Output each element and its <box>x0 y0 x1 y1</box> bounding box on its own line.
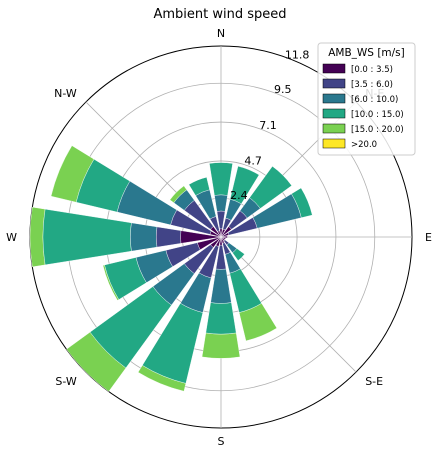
legend-swatch <box>322 108 346 119</box>
legend-entry-label: [15.0 : 20.0) <box>351 125 404 135</box>
legend-entry-label: >20.0 <box>351 140 377 150</box>
bar-s-bin-0 <box>219 236 223 246</box>
radial-tick-label: 7.1 <box>259 119 277 132</box>
radial-tick-label: 9.5 <box>274 83 292 96</box>
bar-n-bin-0 <box>219 228 223 238</box>
bar-sw-bin-0 <box>210 236 222 248</box>
radial-tick-label: 2.4 <box>230 189 248 202</box>
legend-entry-label: [0.0 : 3.5) <box>351 65 393 75</box>
bar-w-bin-1 <box>156 226 182 248</box>
legend-swatch <box>322 123 346 134</box>
legend-swatch <box>322 138 346 149</box>
bar-w-bin-2 <box>130 222 158 252</box>
radial-tick-label: 11.8 <box>285 49 310 62</box>
legend-swatch <box>322 63 346 74</box>
bar-w-bin-0 <box>180 230 222 244</box>
angular-gridline <box>220 236 357 373</box>
bar-ne-bin-0 <box>220 226 232 238</box>
bar-ene-bin-0 <box>220 232 230 238</box>
legend-swatch <box>322 93 346 104</box>
direction-label-s: S <box>218 435 225 448</box>
radial-tick-label: 4.7 <box>244 155 262 168</box>
direction-label-w: W <box>6 231 17 244</box>
bar-ssw-bin-0 <box>215 236 222 247</box>
legend: AMB_WS [m/s] [0.0 : 3.5) [3.5 : 6.0) [6.0 :… <box>317 42 416 156</box>
bar-s-bin-4 <box>201 332 241 359</box>
chart-title: Ambient wind speed <box>153 7 286 22</box>
bar-w-bin-3 <box>42 208 132 266</box>
legend-entry-label: [6.0 : 10.0) <box>351 95 398 105</box>
direction-label-n: N <box>217 27 225 40</box>
direction-label-sw: S-W <box>55 375 77 388</box>
bar-wnw-bin-0 <box>209 230 222 238</box>
bar-wsw-bin-0 <box>197 236 222 250</box>
legend-entry-label: [10.0 : 15.0) <box>351 110 404 120</box>
bar-sse-bin-3 <box>229 268 262 313</box>
wind-bars <box>29 145 313 392</box>
legend-entry-label: [3.5 : 6.0) <box>351 80 393 90</box>
bar-s-bin-2 <box>210 268 232 304</box>
direction-label-nw: N-W <box>54 87 77 100</box>
bar-nw-bin-0 <box>210 226 222 238</box>
bar-nne-bin-0 <box>220 228 226 238</box>
direction-label-se: S-E <box>365 375 383 388</box>
legend-swatch <box>322 78 346 89</box>
bar-nnw-bin-0 <box>217 230 222 238</box>
bar-n-bin-2 <box>214 194 228 212</box>
legend-title: AMB_WS [m/s] <box>328 47 405 59</box>
bar-s-bin-3 <box>205 302 237 335</box>
bar-n-bin-3 <box>209 162 233 196</box>
bar-wnw-bin-2 <box>116 180 178 226</box>
direction-label-e: E <box>425 231 432 244</box>
